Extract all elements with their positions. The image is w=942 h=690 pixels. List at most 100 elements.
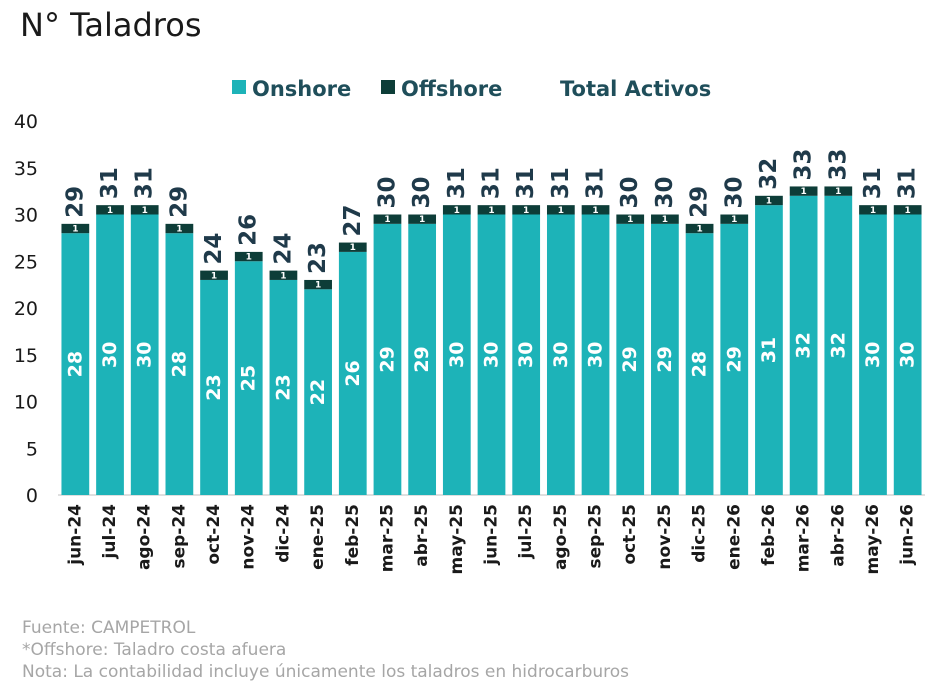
onshore-data-label: 28 bbox=[168, 351, 190, 377]
bar-offshore bbox=[859, 205, 887, 215]
x-tick-label: mar-26 bbox=[794, 504, 814, 572]
x-tick-label: may-26 bbox=[863, 504, 883, 574]
onshore-data-label: 29 bbox=[376, 346, 398, 372]
total-data-label: 26 bbox=[236, 214, 262, 246]
legend: Onshore Offshore Total Activos bbox=[232, 77, 711, 101]
offshore-data-label: 1 bbox=[315, 281, 321, 291]
onshore-data-label: 26 bbox=[342, 360, 364, 386]
bar-onshore bbox=[685, 233, 714, 495]
bar-onshore bbox=[546, 214, 575, 495]
x-tick-label: nov-25 bbox=[655, 504, 675, 570]
bar-offshore bbox=[234, 251, 263, 262]
total-data-label: 31 bbox=[860, 167, 886, 199]
legend-swatch-offshore bbox=[381, 80, 395, 94]
onshore-data-label: 30 bbox=[585, 342, 607, 368]
y-tick-label: 10 bbox=[14, 392, 38, 414]
bar-onshore bbox=[234, 261, 263, 495]
total-data-label: 32 bbox=[756, 158, 782, 190]
onshore-data-label: 30 bbox=[550, 342, 572, 368]
onshore-data-label: 28 bbox=[64, 351, 86, 377]
total-data-label: 27 bbox=[340, 205, 366, 237]
y-tick-label: 35 bbox=[14, 158, 38, 180]
scope-note: Nota: La contabilidad incluye únicamente… bbox=[22, 662, 630, 682]
source-note: Fuente: CAMPETROL bbox=[22, 618, 196, 638]
total-data-label: 31 bbox=[479, 167, 505, 199]
bar-offshore bbox=[200, 270, 228, 280]
total-data-label: 23 bbox=[305, 242, 331, 274]
total-data-label: 24 bbox=[270, 233, 296, 265]
bar-onshore bbox=[373, 223, 402, 495]
offshore-data-label: 1 bbox=[72, 225, 78, 235]
y-tick-label: 0 bbox=[26, 485, 38, 507]
x-tick-label: jun-26 bbox=[898, 504, 918, 566]
total-data-label: 24 bbox=[201, 233, 227, 265]
x-tick-label: mar-25 bbox=[377, 504, 397, 572]
offshore-data-label: 1 bbox=[280, 271, 286, 281]
x-tick-label: oct-25 bbox=[620, 504, 640, 565]
offshore-data-label: 1 bbox=[246, 253, 252, 263]
bar-offshore bbox=[755, 195, 783, 206]
x-tick-label: sep-24 bbox=[169, 504, 189, 569]
onshore-data-label: 29 bbox=[723, 346, 745, 372]
bar-onshore bbox=[338, 251, 367, 495]
bar-offshore bbox=[651, 214, 679, 224]
x-tick-label: feb-25 bbox=[343, 504, 363, 566]
bar-offshore bbox=[130, 205, 159, 215]
onshore-data-label: 22 bbox=[307, 379, 329, 405]
x-tick-label: abr-25 bbox=[412, 504, 432, 567]
legend-label-onshore: Onshore bbox=[252, 77, 351, 101]
offshore-data-label: 1 bbox=[870, 206, 876, 216]
y-tick-label: 20 bbox=[14, 298, 38, 320]
offshore-data-label: 1 bbox=[350, 243, 356, 253]
bar-offshore bbox=[165, 223, 194, 234]
onshore-data-label: 23 bbox=[203, 374, 225, 400]
bar-offshore bbox=[442, 205, 471, 215]
bar-onshore bbox=[581, 214, 610, 495]
total-data-label: 30 bbox=[652, 176, 678, 208]
bar-onshore bbox=[200, 279, 228, 495]
total-data-label: 31 bbox=[895, 167, 921, 199]
y-tick-label: 30 bbox=[14, 205, 38, 227]
offshore-data-label: 1 bbox=[835, 187, 841, 197]
bar-onshore bbox=[304, 289, 332, 495]
offshore-data-label: 1 bbox=[454, 206, 460, 216]
onshore-data-label: 25 bbox=[238, 365, 260, 391]
bar-offshore bbox=[477, 205, 506, 215]
onshore-data-label: 30 bbox=[481, 342, 503, 368]
notes: Fuente: CAMPETROL *Offshore: Taladro cos… bbox=[22, 617, 629, 683]
bar-onshore bbox=[755, 205, 783, 495]
total-data-label: 31 bbox=[97, 167, 123, 199]
onshore-data-label: 32 bbox=[793, 332, 815, 358]
bar-onshore bbox=[789, 195, 818, 496]
offshore-data-label: 1 bbox=[766, 196, 772, 206]
total-data-label: 30 bbox=[409, 176, 435, 208]
offshore-data-label: 1 bbox=[523, 206, 529, 216]
total-data-label: 33 bbox=[825, 148, 851, 180]
y-tick-label: 25 bbox=[14, 251, 38, 273]
offshore-data-label: 1 bbox=[627, 215, 633, 225]
bar-onshore bbox=[442, 214, 471, 495]
bar-offshore bbox=[512, 205, 541, 215]
bar-onshore bbox=[859, 214, 887, 495]
offshore-note: *Offshore: Taladro costa afuera bbox=[22, 640, 287, 660]
offshore-data-label: 1 bbox=[662, 215, 668, 225]
bar-offshore bbox=[408, 214, 437, 224]
offshore-data-label: 1 bbox=[107, 206, 113, 216]
total-data-label: 31 bbox=[513, 167, 539, 199]
total-data-label: 29 bbox=[62, 186, 88, 218]
onshore-data-label: 30 bbox=[862, 342, 884, 368]
bar-onshore bbox=[61, 233, 90, 495]
offshore-data-label: 1 bbox=[384, 215, 390, 225]
total-data-label: 31 bbox=[548, 167, 574, 199]
onshore-data-label: 30 bbox=[99, 342, 121, 368]
bar-offshore bbox=[546, 205, 575, 215]
legend-swatch-onshore bbox=[232, 80, 246, 94]
bar-onshore bbox=[96, 214, 124, 495]
legend-label-offshore: Offshore bbox=[401, 77, 502, 101]
offshore-data-label: 1 bbox=[142, 206, 148, 216]
bar-onshore bbox=[130, 214, 159, 495]
offshore-data-label: 1 bbox=[558, 206, 564, 216]
onshore-data-label: 28 bbox=[689, 351, 711, 377]
x-tick-label: jul-25 bbox=[516, 504, 536, 559]
